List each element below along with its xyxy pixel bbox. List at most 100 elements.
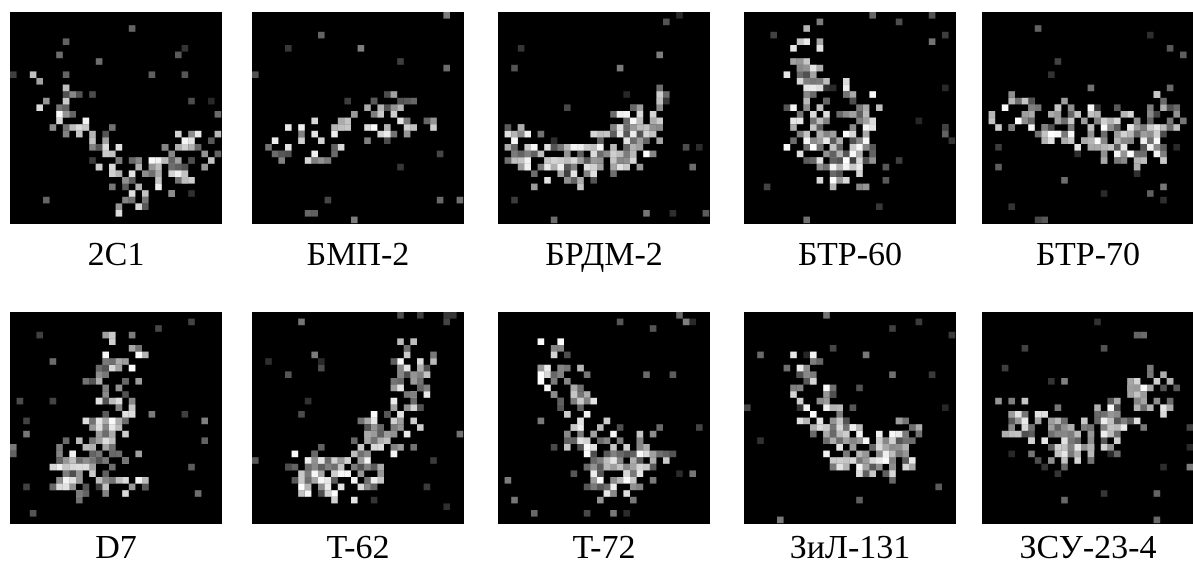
pixel [856,496,863,504]
pixel [829,150,837,158]
pixel [590,397,597,405]
pixel [856,117,863,125]
pixel [1114,417,1121,425]
pixel [849,111,857,118]
pixel [298,124,305,131]
pixel [544,157,551,164]
pixel [1034,417,1042,425]
pixel [1173,104,1180,111]
pixel [115,157,123,164]
pixel [550,163,558,171]
pixel [95,430,103,438]
pixel [816,130,824,138]
pixel [1074,430,1081,438]
pixel [351,216,358,224]
pixel [1034,216,1042,224]
panel-label: D7 [95,529,137,566]
pixel [1153,111,1161,118]
pixel [436,196,444,204]
pixel [1008,417,1015,425]
pixel [278,157,285,164]
pixel [1114,437,1121,444]
pixel [564,177,571,184]
pixel [876,437,883,444]
pixel [370,437,378,444]
pixel [803,130,810,138]
pixel [583,371,591,378]
pixel [1100,117,1108,125]
pixel [1094,111,1101,118]
pixel [803,216,810,224]
pixel [377,444,384,451]
pixel [849,163,857,171]
pixel [1054,130,1062,138]
pixel [829,384,837,392]
pixel [76,470,83,477]
pixel [102,490,109,497]
pixel [836,411,843,418]
pixel [95,424,103,431]
pixel [122,417,129,425]
pixel [16,397,24,405]
pixel [56,111,63,118]
pixel [829,137,837,144]
pixel [636,104,644,111]
pixel [377,430,384,438]
pixel [829,391,837,398]
pixel [56,117,63,125]
pixel [616,130,624,138]
pixel [803,351,810,359]
pixel [603,437,611,444]
pixel [669,450,677,458]
pixel [1067,124,1075,131]
pixel [1127,417,1134,425]
pixel [417,424,424,431]
pixel [1048,417,1055,425]
pixel [1133,124,1141,131]
pixel [82,117,90,125]
pixel [1133,157,1141,164]
pixel [1153,378,1161,385]
pixel [410,378,417,385]
pixel [630,137,637,144]
pixel [122,490,129,497]
pixel [803,25,810,32]
pixel [889,437,896,444]
pixel [995,144,1002,151]
pixel [696,144,703,151]
pixel [623,490,630,497]
pixel [849,124,857,131]
pixel [816,358,824,365]
pixel [810,137,817,144]
pixel [423,391,431,398]
sar-pixels [504,12,710,224]
pixel [590,444,597,451]
pixel [397,371,404,378]
pixel [89,444,96,451]
pixel [1061,463,1068,471]
pixel [829,437,837,444]
pixel [902,430,909,438]
pixel [790,104,797,111]
pixel [603,150,611,158]
pixel [128,157,136,164]
pixel [1153,91,1161,98]
pixel [928,12,936,19]
pixel [856,457,863,464]
pixel [135,351,142,359]
pixel [823,312,830,319]
pixel [603,490,611,497]
pixel [823,97,830,105]
pixel [550,444,558,451]
pixel [1094,411,1101,418]
pixel [649,117,657,125]
pixel [862,457,870,464]
pixel [511,196,518,204]
pixel [636,163,644,171]
pixel [537,163,545,171]
pixel [816,144,824,151]
pixel [109,477,116,484]
pixel [1008,91,1015,98]
pixel [377,463,384,471]
pixel [430,457,437,464]
